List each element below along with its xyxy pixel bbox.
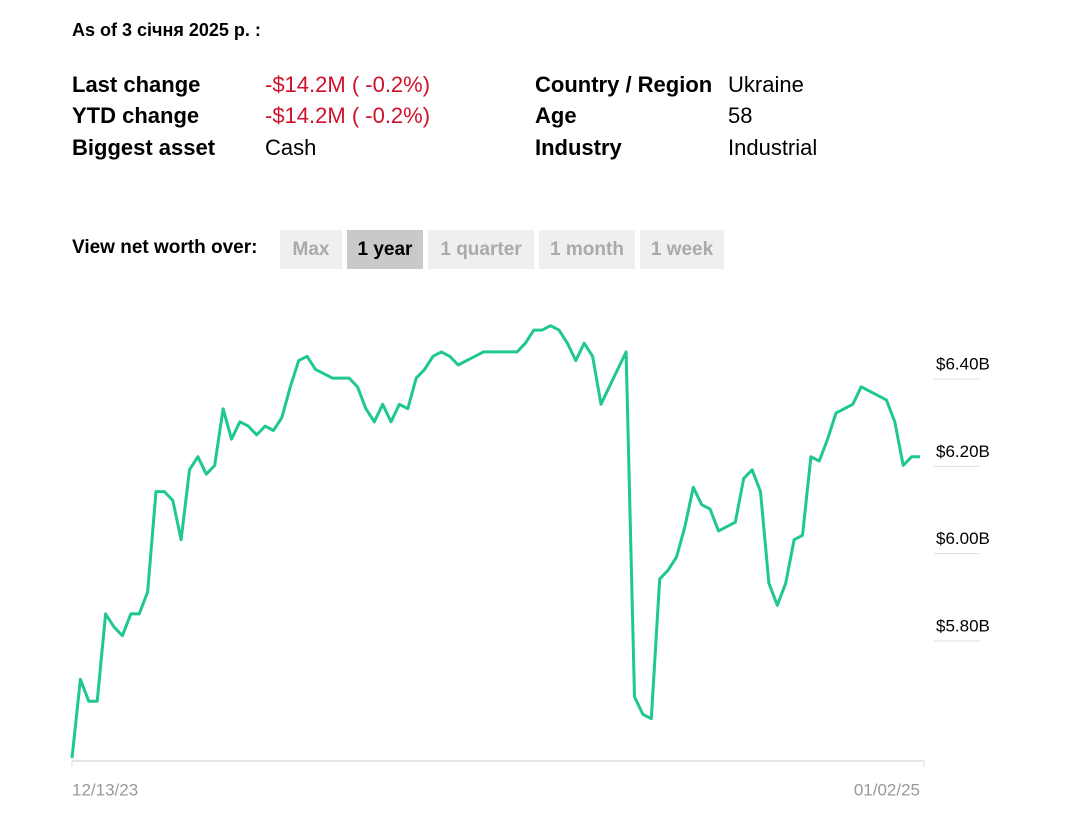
x-tick-label: 01/02/25: [854, 780, 920, 799]
stat-value: Ukraine: [728, 72, 804, 97]
range-label: View net worth over:: [72, 237, 258, 258]
as-of-date: As of 3 січня 2025 р. :: [72, 20, 261, 40]
y-tick-label: $6.20B: [936, 442, 990, 461]
stat-value: 58: [728, 103, 753, 128]
x-tick-label: 12/13/23: [72, 780, 138, 799]
range-button[interactable]: 1 month: [539, 230, 635, 269]
stat-label: Country / Region: [535, 72, 713, 97]
stat-value: Industrial: [728, 135, 818, 160]
stat-label: Industry: [535, 135, 622, 160]
y-tick-label: $6.00B: [936, 529, 990, 548]
y-tick-label: $6.40B: [936, 354, 990, 373]
stat-value: -$14.2M ( -0.2%): [265, 103, 431, 128]
stat-label: Biggest asset: [72, 135, 216, 160]
net-worth-line: [70, 324, 920, 759]
stat-label: Age: [535, 103, 577, 128]
range-button[interactable]: Max: [280, 230, 342, 269]
y-tick-label: $5.80B: [936, 616, 990, 635]
stat-label: YTD change: [72, 103, 200, 128]
stat-value: Cash: [265, 135, 317, 160]
range-button[interactable]: 1 quarter: [428, 230, 534, 269]
stat-label: Last change: [72, 72, 201, 97]
stat-value: -$14.2M ( -0.2%): [265, 72, 431, 97]
range-button[interactable]: 1 year: [347, 230, 423, 269]
range-button[interactable]: 1 week: [640, 230, 724, 269]
